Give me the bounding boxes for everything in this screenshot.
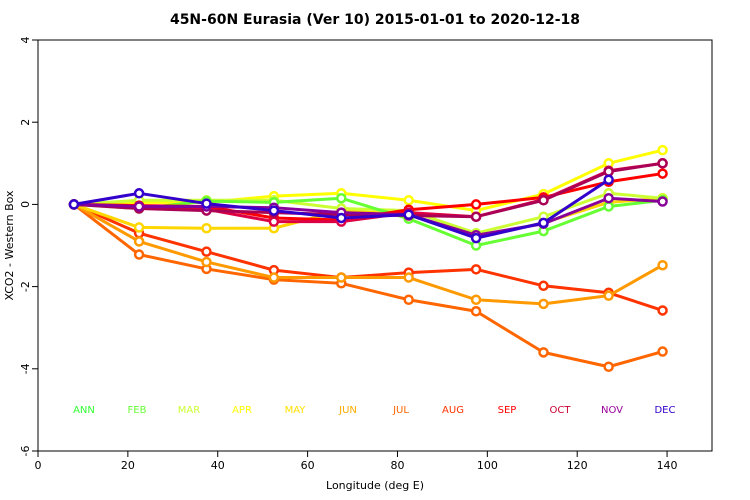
legend-sep: SEP [498, 405, 517, 416]
legend-oct: OCT [550, 405, 572, 416]
data-point-mar [201, 256, 212, 268]
legend-jul: JUL [392, 405, 409, 416]
x-tick-label: 20 [121, 459, 135, 472]
data-point-dec [201, 198, 212, 209]
data-point-apr [133, 222, 145, 233]
x-tick-label: 120 [567, 459, 588, 472]
legend-dec: DEC [654, 405, 675, 416]
data-point-apr [201, 222, 212, 234]
data-point-oct [603, 166, 614, 177]
data-point-feb [133, 249, 145, 260]
legend-feb: FEB [128, 405, 147, 416]
data-point-feb [538, 347, 549, 358]
data-point-jan [470, 264, 482, 275]
plot-frame [37, 39, 713, 452]
data-point-dec [538, 217, 549, 229]
x-tick-label: 80 [390, 459, 404, 472]
data-point-nov [133, 201, 145, 212]
legend-ann: ANN [73, 405, 95, 416]
y-tick-label: 2 [19, 119, 32, 126]
series-line-mar [73, 203, 664, 306]
data-point-feb [657, 346, 668, 357]
data-point-mar [470, 294, 482, 306]
data-point-dec [133, 188, 145, 199]
data-point-aug [470, 199, 482, 210]
data-point-dec [336, 212, 347, 224]
data-point-mar [133, 236, 145, 247]
y-tick-label: -2 [19, 281, 32, 292]
data-point-nov [657, 196, 668, 207]
y-tick-label: -6 [19, 446, 32, 457]
y-tick-label: 0 [19, 201, 32, 208]
data-point-aug [657, 168, 668, 179]
data-point-may [403, 195, 414, 206]
x-tick-label: 0 [35, 459, 42, 472]
y-axis-ticks: -6 -4 -2 0 2 4 [19, 37, 38, 457]
data-point-feb [470, 306, 482, 317]
data-point-dec [268, 205, 280, 216]
legend: ANN FEB MAR APR MAY JUN JUL AUG SEP OCT NOV DEC [73, 405, 675, 416]
data-point-mar [657, 259, 668, 271]
data-point-nov [603, 192, 614, 204]
data-point-feb [403, 294, 414, 306]
y-tick-label: 4 [19, 37, 32, 44]
data-point-feb [603, 361, 614, 372]
x-tick-label: 40 [211, 459, 225, 472]
series-line-jan [73, 203, 664, 312]
legend-aug: AUG [442, 405, 464, 416]
data-point-jul [336, 192, 347, 204]
x-tick-label: 60 [301, 459, 315, 472]
data-point-oct [657, 158, 668, 169]
data-point-dec [68, 199, 80, 210]
series-dec [68, 174, 614, 244]
series-line-nov [73, 196, 663, 237]
x-axis-label: Longitude (deg E) [326, 479, 424, 492]
legend-mar: MAR [178, 405, 200, 416]
legend-nov: NOV [601, 405, 623, 416]
data-point-may [657, 144, 668, 156]
data-point-sep [268, 216, 280, 227]
chart-title: 45N-60N Eurasia (Ver 10) 2015-01-01 to 2… [170, 12, 580, 28]
data-point-dec [470, 232, 482, 244]
x-tick-label: 140 [657, 459, 678, 472]
series-mar [68, 199, 668, 310]
data-point-mar [603, 290, 614, 301]
x-tick-label: 100 [477, 459, 498, 472]
data-point-mar [268, 272, 280, 283]
data-point-dec [403, 209, 414, 220]
y-axis-label: XCO2 - Western Box [3, 190, 16, 301]
series-feb [68, 199, 668, 372]
data-point-jul [603, 201, 614, 212]
data-point-mar [403, 272, 414, 283]
legend-apr: APR [232, 405, 252, 416]
legend-may: MAY [285, 405, 307, 416]
legend-jun: JUN [338, 405, 357, 416]
data-point-jan [201, 246, 212, 257]
data-point-oct [538, 195, 549, 206]
series-line-may [73, 148, 663, 213]
data-point-mar [336, 272, 347, 283]
data-point-jan [538, 280, 549, 292]
data-point-jan [657, 305, 668, 316]
x-axis-ticks: 0 20 40 60 80 100 120 140 [35, 451, 678, 472]
series-line-feb [73, 203, 663, 369]
data-point-dec [603, 174, 614, 185]
series-layer [68, 144, 668, 372]
y-tick-label: -4 [19, 363, 32, 374]
data-point-mar [538, 298, 549, 310]
data-point-oct [470, 211, 482, 222]
